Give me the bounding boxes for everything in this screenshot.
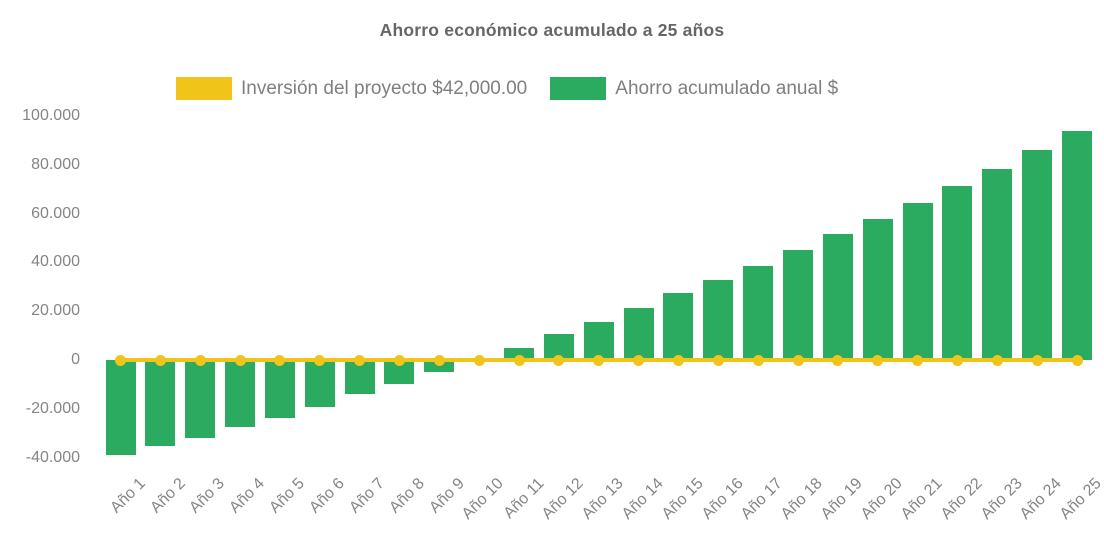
x-axis-label-17: Año 17 xyxy=(738,475,787,523)
bar-año-1 xyxy=(105,360,136,456)
x-axis-label-10: Año 10 xyxy=(459,475,508,523)
y-axis-tick-label: 0 xyxy=(71,351,80,368)
chart-title: Ahorro económico acumulado a 25 años xyxy=(379,20,725,40)
investment-line-point-16 xyxy=(712,354,724,366)
bar-año-11 xyxy=(504,347,535,360)
bar-año-3 xyxy=(185,360,216,438)
x-axis-label-23: Año 23 xyxy=(977,475,1026,523)
x-axis-label-19: Año 19 xyxy=(818,475,866,523)
x-axis-label-16: Año 16 xyxy=(698,475,747,523)
investment-line-point-19 xyxy=(832,354,844,366)
investment-line-point-18 xyxy=(792,354,804,366)
investment-line-point-15 xyxy=(672,354,684,366)
y-axis-tick-label: 100.000 xyxy=(22,107,80,124)
x-axis-label-24: Año 24 xyxy=(1017,475,1066,523)
investment-line-point-23 xyxy=(991,354,1003,366)
investment-line-point-1 xyxy=(115,354,126,366)
bar-año-14 xyxy=(623,307,654,360)
investment-line-point-13 xyxy=(593,354,605,366)
investment-line-point-22 xyxy=(951,354,963,366)
investment-line-point-7 xyxy=(354,354,366,366)
bar-año-16 xyxy=(703,279,734,360)
legend-label-inversion: Inversión del proyecto $42,000.00 xyxy=(241,78,528,99)
investment-line-point-24 xyxy=(1031,354,1043,366)
bar-año-5 xyxy=(264,360,295,419)
bar-año-13 xyxy=(583,321,614,360)
y-axis-tick-label: 40.000 xyxy=(31,253,80,271)
y-axis-tick-label: -40.000 xyxy=(25,448,80,466)
bar-año-17 xyxy=(743,265,774,360)
bar-año-24 xyxy=(1022,150,1053,360)
bar-año-20 xyxy=(862,218,893,360)
investment-line-point-8 xyxy=(393,354,405,366)
investment-line-point-9 xyxy=(433,354,445,366)
x-axis-label-25: Año 25 xyxy=(1057,475,1104,523)
bar-año-19 xyxy=(822,234,853,360)
bar-año-6 xyxy=(304,360,335,408)
investment-line-point-2 xyxy=(154,354,166,366)
x-axis-label-7: Año 7 xyxy=(346,475,388,517)
investment-line-point-10 xyxy=(473,354,485,366)
x-axis-label-3: Año 3 xyxy=(186,475,229,517)
x-axis-label-14: Año 14 xyxy=(618,475,667,523)
investment-line-point-5 xyxy=(274,354,286,366)
investment-line-point-11 xyxy=(513,354,525,366)
legend-swatch-ahorro xyxy=(550,77,607,100)
x-axis-label-13: Año 13 xyxy=(578,475,627,523)
x-axis-label-6: Año 6 xyxy=(306,475,348,517)
bar-año-21 xyxy=(902,202,933,360)
x-axis-label-4: Año 4 xyxy=(226,475,269,517)
legend-item-inversion[interactable]: Inversión del proyecto $42,000.00 xyxy=(176,77,527,100)
x-axis-label-2: Año 2 xyxy=(146,475,189,517)
chart-legend: Inversión del proyecto $42,000.00 Ahorro… xyxy=(176,77,838,100)
legend-label-ahorro: Ahorro acumulado anual $ xyxy=(615,78,839,99)
investment-line-point-17 xyxy=(752,354,764,366)
x-axis-label-11: Año 11 xyxy=(500,475,548,523)
bar-año-7 xyxy=(344,360,375,395)
x-axis-label-12: Año 12 xyxy=(539,475,587,523)
y-axis-tick-label: 20.000 xyxy=(31,302,80,320)
legend-swatch-inversion xyxy=(176,77,232,100)
y-axis-tick-label: -20.000 xyxy=(25,399,80,417)
bar-año-25 xyxy=(1062,131,1093,360)
investment-line-point-20 xyxy=(872,354,884,366)
x-axis-label-8: Año 8 xyxy=(385,475,428,517)
x-axis-label-22: Año 22 xyxy=(937,475,986,523)
y-axis-tick-label: 80.000 xyxy=(31,155,80,173)
bar-año-18 xyxy=(783,250,814,360)
investment-line-point-21 xyxy=(912,354,924,366)
investment-line-point-6 xyxy=(314,354,326,366)
bar-año-4 xyxy=(225,360,256,428)
investment-line-point-14 xyxy=(633,354,645,366)
legend-item-ahorro[interactable]: Ahorro acumulado anual $ xyxy=(550,77,838,100)
x-axis-label-5: Año 5 xyxy=(266,475,308,517)
bar-año-2 xyxy=(145,360,176,446)
investment-line-point-12 xyxy=(553,354,565,366)
bar-año-9 xyxy=(424,360,455,373)
y-axis-tick-label: 60.000 xyxy=(31,204,80,222)
bar-año-22 xyxy=(942,186,973,360)
investment-line-point-4 xyxy=(234,354,246,366)
bar-año-15 xyxy=(663,293,694,360)
investment-line-point-3 xyxy=(194,354,206,366)
x-axis-label-15: Año 15 xyxy=(658,475,707,523)
bar-año-23 xyxy=(982,168,1013,360)
x-axis-label-20: Año 20 xyxy=(857,475,906,523)
investment-line-point-25 xyxy=(1071,354,1083,366)
x-axis-label-21: Año 21 xyxy=(897,475,946,523)
x-axis-label-1: Año 1 xyxy=(106,475,149,517)
x-axis-label-18: Año 18 xyxy=(778,475,827,523)
